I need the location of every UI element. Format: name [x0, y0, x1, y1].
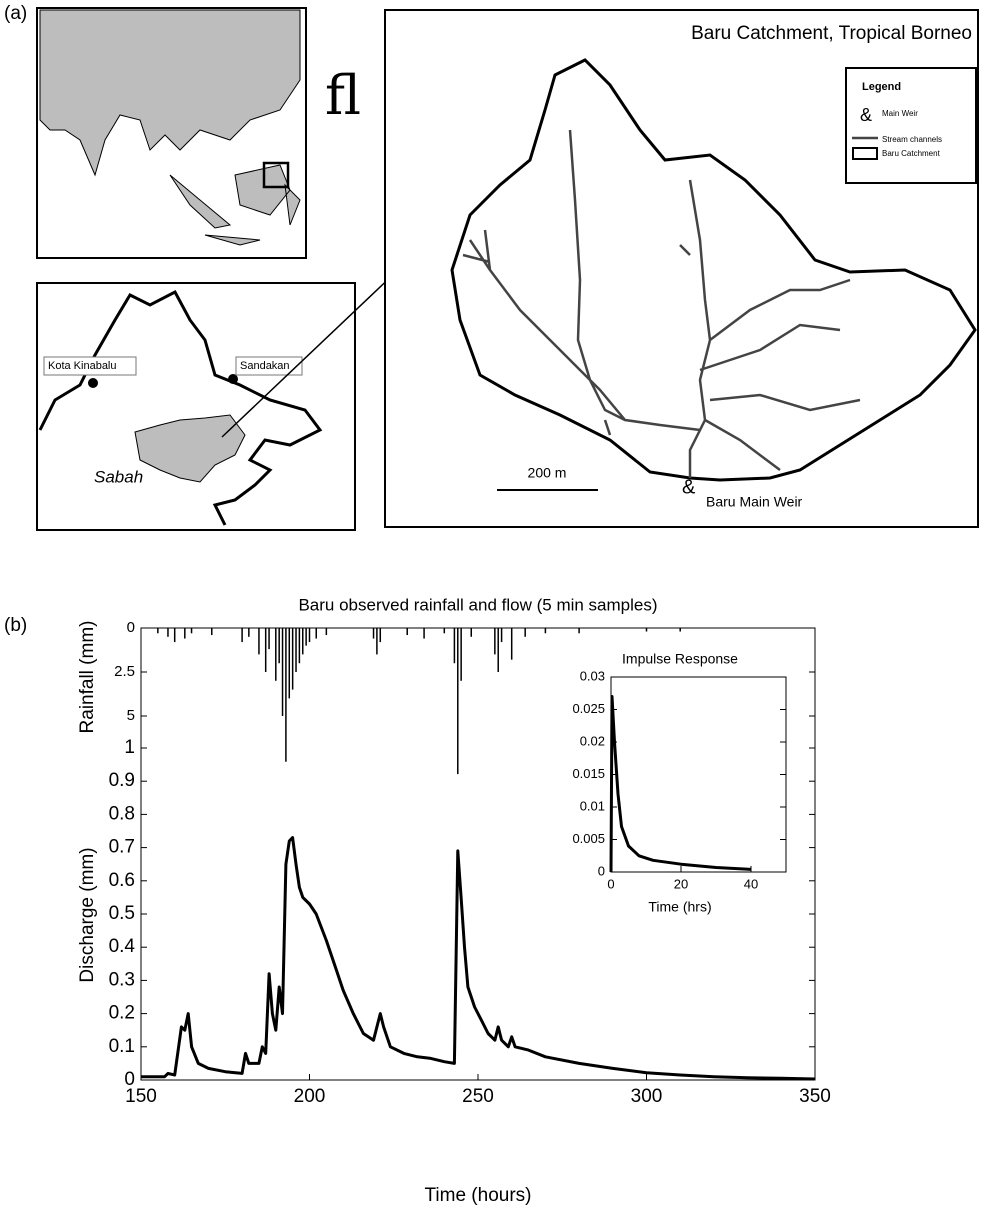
data-line — [609, 695, 752, 873]
y-tick-label: 0.03 — [580, 668, 605, 683]
streams — [462, 129, 861, 478]
chart-title: Baru observed rainfall and flow (5 min s… — [298, 595, 657, 614]
x-tick-label: 20 — [674, 876, 688, 891]
x-tick-label: 250 — [462, 1086, 494, 1107]
label-box — [235, 356, 303, 376]
legend-box — [845, 67, 977, 184]
city-dot — [88, 378, 98, 388]
y-tick-label: 2.5 — [114, 663, 135, 680]
y-tick-label: 0.8 — [109, 803, 135, 824]
x-axis-title: Time (hours) — [425, 1185, 532, 1206]
city-dot — [228, 374, 238, 384]
y-tick-label: 0.015 — [572, 766, 605, 781]
y-tick-label: 0.025 — [572, 701, 605, 716]
inset-title: Impulse Response — [622, 651, 738, 667]
artifact-text: fl — [325, 64, 361, 127]
sabah-region — [134, 414, 246, 483]
y-tick-label: 1 — [124, 737, 135, 758]
label-box — [43, 356, 137, 376]
y-tick-label: 0.7 — [109, 837, 135, 858]
place-label: Kota Kinabalu — [48, 360, 117, 372]
x-tick-label: 300 — [631, 1086, 663, 1107]
panel-label: (a) — [4, 3, 27, 24]
y-tick-label: 0.005 — [572, 831, 605, 846]
y-tick-label: 0.4 — [109, 936, 136, 957]
catchment-outline — [450, 58, 977, 482]
catchment-title: Baru Catchment, Tropical Borneo — [691, 23, 972, 44]
y-axis-title: Discharge (mm) — [77, 847, 98, 982]
weir-label: Baru Main Weir — [706, 494, 803, 510]
asia-land — [39, 9, 301, 177]
y-tick-label: 0 — [124, 1069, 135, 1090]
x-tick-label: 0 — [607, 876, 614, 891]
x-tick-label: 40 — [744, 876, 758, 891]
legend-title: Legend — [862, 81, 901, 93]
legend-item: Stream channels — [882, 135, 942, 144]
place-label: Sandakan — [240, 360, 290, 372]
y-tick-label: 0.02 — [580, 733, 605, 748]
legend-item: Baru Catchment — [882, 149, 941, 158]
y-tick-label: 5 — [127, 707, 135, 724]
region-label: Sabah — [94, 467, 143, 486]
y-tick-label: 0 — [598, 863, 605, 878]
inset-box — [262, 161, 290, 189]
x-tick-label: 150 — [125, 1086, 157, 1107]
islands — [169, 164, 301, 246]
inset-frame — [610, 676, 787, 873]
sabah-map-frame — [36, 282, 356, 531]
legend-symbol: & — [860, 105, 872, 125]
legend-item: Main Weir — [882, 109, 918, 118]
y-tick-label: 0.1 — [109, 1036, 135, 1057]
panel-label: (b) — [4, 615, 27, 636]
y-tick-label: 0.5 — [109, 903, 135, 924]
x-tick-label: 200 — [294, 1086, 326, 1107]
weir-symbol: & — [682, 476, 696, 498]
y-axis-title: Rainfall (mm) — [77, 621, 98, 734]
inset-x-title: Time (hrs) — [648, 899, 711, 915]
legend-swatch — [852, 147, 878, 160]
scale-label: 200 m — [528, 465, 567, 481]
sabah-coast — [38, 289, 323, 526]
y-tick-label: 0.6 — [109, 870, 135, 891]
y-tick-label: 0.2 — [109, 1003, 135, 1024]
y-tick-label: 0.3 — [109, 969, 135, 990]
y-tick-label: 0.9 — [109, 770, 135, 791]
y-tick-label: 0 — [127, 619, 135, 636]
data-line — [141, 836, 816, 1081]
x-tick-label: 350 — [799, 1086, 831, 1107]
y-tick-label: 0.01 — [580, 798, 605, 813]
